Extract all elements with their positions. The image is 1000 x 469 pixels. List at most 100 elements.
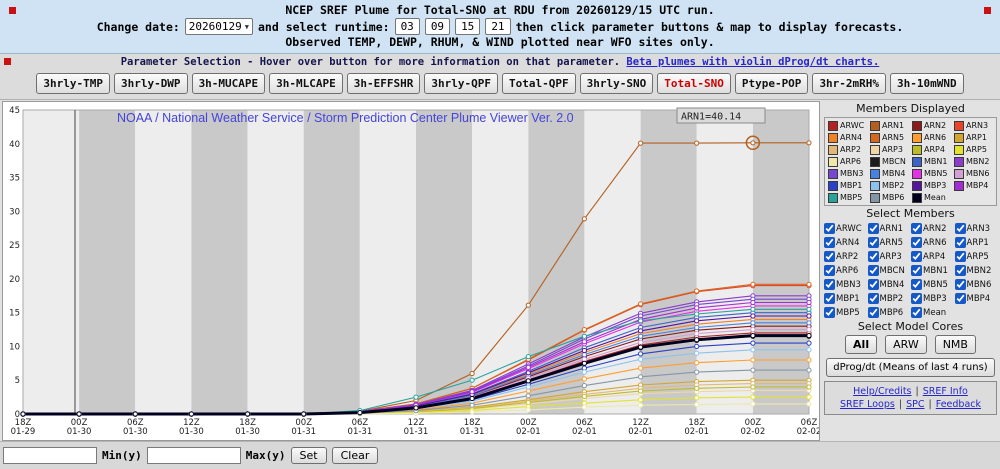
member-label: MBP5 <box>836 307 860 318</box>
svg-text:00Z: 00Z <box>295 418 312 428</box>
param-button-3h-10mwnd[interactable]: 3h-10mWND <box>890 73 964 94</box>
member-checkbox-arn1[interactable]: ARN1 <box>867 222 911 235</box>
link-sref-info[interactable]: SREF Info <box>922 386 968 397</box>
checkbox-input[interactable] <box>867 251 879 262</box>
core-button-all[interactable]: All <box>845 335 878 354</box>
checkbox-input[interactable] <box>867 237 879 248</box>
checkbox-input[interactable] <box>824 307 835 318</box>
runtime-button-15[interactable]: 15 <box>455 18 481 35</box>
member-checkbox-mbp3[interactable]: MBP3 <box>911 292 954 305</box>
member-checkbox-arp6[interactable]: ARP6 <box>824 264 867 277</box>
svg-text:06Z: 06Z <box>801 418 818 428</box>
member-checkbox-mbp4[interactable]: MBP4 <box>954 292 998 305</box>
checkbox-input[interactable] <box>911 279 922 290</box>
checkbox-input[interactable] <box>911 237 922 248</box>
runtime-button-03[interactable]: 03 <box>394 18 420 35</box>
member-checkbox-arp5[interactable]: ARP5 <box>954 250 998 263</box>
checkbox-input[interactable] <box>911 223 922 234</box>
member-checkbox-mbp2[interactable]: MBP2 <box>867 292 911 305</box>
core-button-arw[interactable]: ARW <box>885 335 927 354</box>
link-help-credits[interactable]: Help/Credits <box>853 386 912 397</box>
link-spc[interactable]: SPC <box>906 399 925 410</box>
checkbox-input[interactable] <box>954 251 966 262</box>
checkbox-input[interactable] <box>824 265 835 276</box>
param-button-3h-mucape[interactable]: 3h-MUCAPE <box>191 73 266 94</box>
legend-swatch-icon <box>912 120 922 131</box>
svg-text:01-31: 01-31 <box>404 427 429 437</box>
checkbox-input[interactable] <box>824 293 835 304</box>
member-checkbox-mbn6[interactable]: MBN6 <box>954 278 998 291</box>
member-checkbox-arn4[interactable]: ARN4 <box>824 236 867 249</box>
set-button[interactable]: Set <box>290 447 327 464</box>
member-checkbox-mean[interactable]: Mean <box>911 306 954 319</box>
member-checkbox-mbn1[interactable]: MBN1 <box>911 264 954 277</box>
member-label: ARN3 <box>966 223 991 234</box>
param-button-3hrly-qpf[interactable]: 3hrly-QPF <box>424 73 498 94</box>
member-checkbox-arn2[interactable]: ARN2 <box>911 222 954 235</box>
member-checkbox-mbn5[interactable]: MBN5 <box>911 278 954 291</box>
param-button-3h-mlcape[interactable]: 3h-MLCAPE <box>269 73 343 94</box>
checkbox-input[interactable] <box>954 293 966 304</box>
checkbox-input[interactable] <box>954 237 966 248</box>
core-button-nmb[interactable]: NMB <box>934 335 976 354</box>
member-checkbox-mbn4[interactable]: MBN4 <box>867 278 911 291</box>
max-y-input[interactable] <box>146 447 241 464</box>
member-checkbox-arp1[interactable]: ARP1 <box>954 236 998 249</box>
min-y-input[interactable] <box>3 447 97 464</box>
checkbox-input[interactable] <box>911 265 922 276</box>
checkbox-input[interactable] <box>824 279 835 290</box>
plume-chart-canvas[interactable]: 05101520253035404518Z01-2900Z01-3006Z01-… <box>3 102 821 440</box>
member-checkbox-arp4[interactable]: ARP4 <box>911 250 954 263</box>
date-select[interactable]: 20260129 ▼ <box>184 18 253 35</box>
checkbox-input[interactable] <box>867 307 879 318</box>
param-button-total-qpf[interactable]: Total-QPF <box>502 73 576 94</box>
beta-plumes-link[interactable]: Beta plumes with violin dProg/dt charts. <box>626 56 880 68</box>
member-checkbox-mbp1[interactable]: MBP1 <box>824 292 867 305</box>
checkbox-input[interactable] <box>867 265 879 276</box>
member-checkbox-mbn3[interactable]: MBN3 <box>824 278 867 291</box>
param-button-3hrly-tmp[interactable]: 3hrly-TMP <box>36 73 110 94</box>
member-checkbox-mbp6[interactable]: MBP6 <box>867 306 911 319</box>
member-checkbox-mbp5[interactable]: MBP5 <box>824 306 867 319</box>
member-checkbox-mbcn[interactable]: MBCN <box>867 264 911 277</box>
member-checkbox-arwc[interactable]: ARWC <box>824 222 867 235</box>
runtime-button-09[interactable]: 09 <box>424 18 451 35</box>
clear-button[interactable]: Clear <box>331 447 379 464</box>
checkbox-input[interactable] <box>824 223 835 234</box>
checkbox-input[interactable] <box>911 251 922 262</box>
checkbox-input[interactable] <box>867 223 879 234</box>
member-checkbox-arn3[interactable]: ARN3 <box>954 222 998 235</box>
param-button-ptype-pop[interactable]: Ptype-POP <box>734 73 809 94</box>
param-button-3hr-2mrh-[interactable]: 3hr-2mRH% <box>812 73 887 94</box>
param-button-3h-effshr[interactable]: 3h-EFFSHR <box>346 73 421 94</box>
plume-chart[interactable]: 0 5 10 15 20 25 30 35 40 45 18Z 01-29 00Z 01-30 06Z 01-… <box>2 101 821 441</box>
checkbox-input[interactable] <box>867 279 879 290</box>
checkbox-input[interactable] <box>954 265 966 276</box>
param-button-total-sno[interactable]: Total-SNO <box>657 73 731 94</box>
dprog-button[interactable]: dProg/dt (Means of last 4 runs) <box>825 358 996 377</box>
param-button-3hrly-sno[interactable]: 3hrly-SNO <box>579 73 654 94</box>
checkbox-input[interactable] <box>911 293 922 304</box>
members-legend: ARWC ARN1 ARN2 ARN3 ARN4 ARN5 ARN6 ARP1 ARP2 ARP3… <box>824 117 997 206</box>
date-value: 20260129 <box>188 19 242 33</box>
legend-label: ARP5 <box>966 145 987 154</box>
member-checkbox-arp2[interactable]: ARP2 <box>824 250 867 263</box>
checkbox-input[interactable] <box>824 237 835 248</box>
svg-text:00Z: 00Z <box>745 418 762 428</box>
checkbox-input[interactable] <box>867 293 879 304</box>
checkbox-input[interactable] <box>954 223 966 234</box>
member-label: ARWC <box>836 223 862 234</box>
runtime-button-21[interactable]: 21 <box>485 18 511 35</box>
checkbox-input[interactable] <box>911 307 922 318</box>
parameter-bar: Parameter Selection - Hover over button … <box>0 54 1000 100</box>
link-sref-loops[interactable]: SREF Loops <box>839 399 895 410</box>
link-feedback[interactable]: Feedback <box>935 399 981 410</box>
member-checkbox-arn5[interactable]: ARN5 <box>867 236 911 249</box>
member-checkbox-arp3[interactable]: ARP3 <box>867 250 911 263</box>
checkbox-input[interactable] <box>824 251 835 262</box>
checkbox-input[interactable] <box>954 279 966 290</box>
member-checkbox-mbn2[interactable]: MBN2 <box>954 264 998 277</box>
core-buttons-row: All ARW NMB <box>824 335 997 354</box>
member-checkbox-arn6[interactable]: ARN6 <box>911 236 954 249</box>
param-button-3hrly-dwp[interactable]: 3hrly-DWP <box>113 73 188 94</box>
